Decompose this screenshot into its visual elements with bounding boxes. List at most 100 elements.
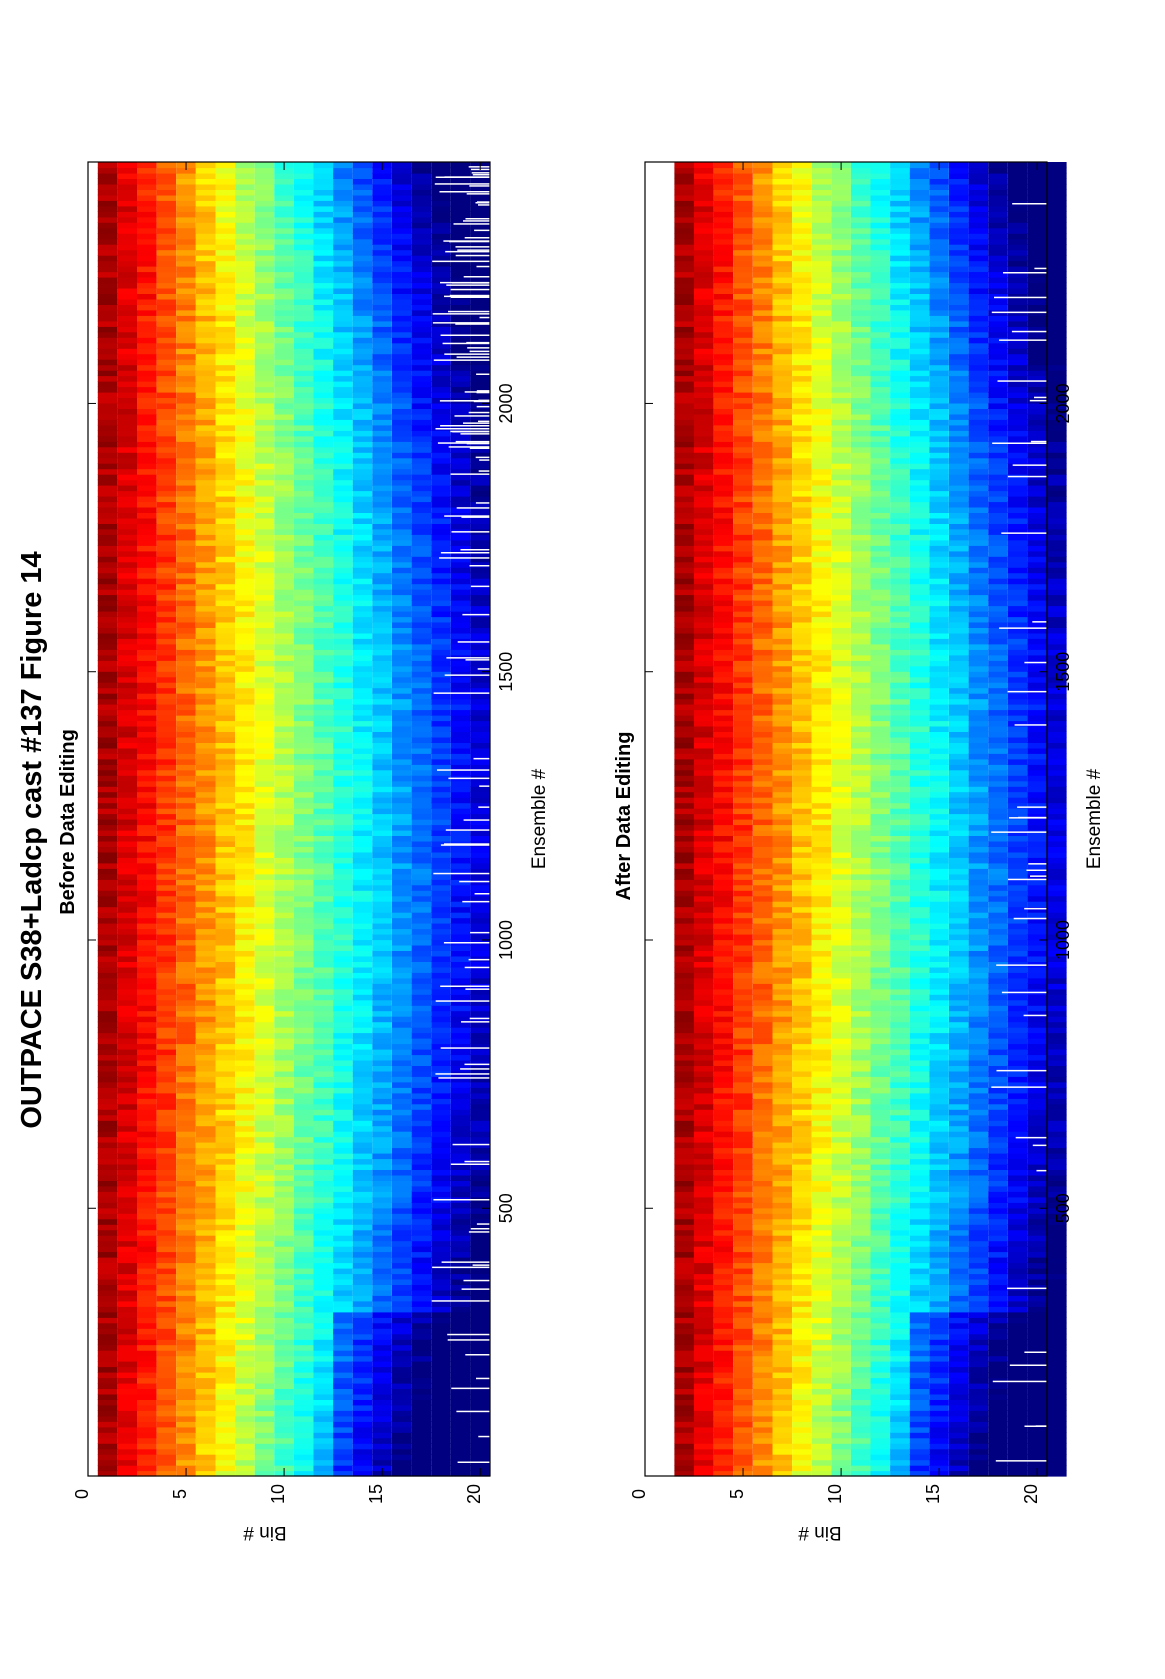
heatmap-cell — [293, 1005, 314, 1012]
heatmap-cell — [372, 687, 392, 694]
heatmap-cell — [431, 1415, 451, 1422]
heatmap-cell — [470, 277, 490, 284]
heatmap-cell — [372, 501, 392, 508]
heatmap-cell — [431, 1426, 451, 1433]
heatmap-cell — [450, 611, 471, 618]
heatmap-cell — [293, 424, 314, 431]
heatmap-cell — [470, 1240, 490, 1247]
heatmap-cell — [97, 189, 118, 196]
heatmap-cell — [333, 1377, 353, 1384]
heatmap-cell — [117, 506, 137, 513]
heatmap-cell — [392, 1333, 412, 1340]
heatmap-cell — [215, 277, 236, 284]
heatmap-cell — [235, 1470, 255, 1477]
heatmap-cell — [176, 780, 196, 787]
heatmap-cell — [137, 326, 157, 333]
heatmap-cell — [392, 1169, 412, 1176]
heatmap-cell — [97, 797, 118, 804]
heatmap-cell — [411, 638, 432, 645]
heatmap-cell — [313, 1333, 334, 1340]
heatmap-cell — [392, 238, 412, 245]
heatmap-cell — [372, 1459, 392, 1466]
heatmap-cell — [195, 1426, 216, 1433]
heatmap-cell — [431, 808, 451, 815]
heatmap-cell — [156, 167, 177, 174]
heatmap-cell — [293, 835, 314, 842]
heatmap-cell — [372, 1027, 392, 1034]
heatmap-cell — [470, 1437, 490, 1444]
heatmap-cell — [411, 944, 432, 951]
heatmap-cell — [372, 1070, 392, 1077]
heatmap-cell — [352, 988, 373, 995]
heatmap-cell — [470, 271, 490, 278]
heatmap-cell — [313, 561, 334, 568]
heatmap-cell — [293, 961, 314, 968]
heatmap-cell — [411, 736, 432, 743]
heatmap-cell — [450, 337, 471, 344]
heatmap-cell — [117, 512, 137, 519]
heatmap-cell — [274, 693, 294, 700]
heatmap-cell — [431, 194, 451, 201]
heatmap-cell — [352, 890, 373, 897]
heatmap-cell — [470, 1174, 490, 1181]
heatmap-cell — [215, 271, 236, 278]
heatmap-cell — [470, 704, 490, 711]
heatmap-cell — [411, 1153, 432, 1160]
heatmap-cell — [97, 205, 118, 212]
heatmap-cell — [215, 402, 236, 409]
data-gap — [461, 1288, 490, 1290]
heatmap-cell — [235, 304, 255, 311]
heatmap-cell — [195, 413, 216, 420]
heatmap-cell — [431, 1174, 451, 1181]
heatmap-cell — [215, 1366, 236, 1373]
heatmap-cell — [235, 966, 255, 973]
heatmap-cell — [235, 802, 255, 809]
heatmap-cell — [333, 616, 353, 623]
heatmap-cell — [313, 1382, 334, 1389]
heatmap-cell — [215, 479, 236, 486]
heatmap-cell — [470, 249, 490, 256]
heatmap-cell — [254, 271, 275, 278]
heatmap-cell — [215, 687, 236, 694]
heatmap-cell — [411, 463, 432, 470]
heatmap-cell — [195, 890, 216, 897]
heatmap-cell — [870, 1470, 891, 1477]
heatmap-cell — [235, 758, 255, 765]
heatmap-cell — [333, 1393, 353, 1400]
heatmap-cell — [333, 1131, 353, 1138]
y-tick-label: 10 — [268, 1484, 288, 1504]
heatmap-cell — [431, 1021, 451, 1028]
heatmap-cell — [313, 862, 334, 869]
heatmap-cell — [195, 1278, 216, 1285]
heatmap-cell — [372, 977, 392, 984]
heatmap-cell — [195, 1355, 216, 1362]
heatmap-cell — [117, 205, 137, 212]
heatmap-cell — [215, 972, 236, 979]
heatmap-cell — [254, 1300, 275, 1307]
heatmap-cell — [195, 1109, 216, 1116]
heatmap-cell — [195, 698, 216, 705]
heatmap-cell — [117, 1092, 137, 1099]
heatmap-cell — [97, 1185, 118, 1192]
heatmap-cell — [254, 1174, 275, 1181]
heatmap-cell — [431, 1147, 451, 1154]
heatmap-cell — [195, 797, 216, 804]
heatmap-cell — [117, 934, 137, 941]
heatmap-cell — [411, 1333, 432, 1340]
heatmap-cell — [431, 452, 451, 459]
heatmap-cell — [117, 950, 137, 957]
heatmap-cell — [333, 972, 353, 979]
heatmap-cell — [411, 298, 432, 305]
heatmap-cell — [235, 1103, 255, 1110]
heatmap-cell — [470, 1191, 490, 1198]
heatmap-cell — [254, 386, 275, 393]
heatmap-cell — [137, 720, 157, 727]
heatmap-cell — [254, 1317, 275, 1324]
heatmap-cell — [117, 901, 137, 908]
heatmap-cell — [372, 955, 392, 962]
heatmap-cell — [176, 550, 196, 557]
heatmap-cell — [254, 638, 275, 645]
heatmap-cell — [372, 441, 392, 448]
heatmap-cell — [352, 1339, 373, 1346]
heatmap-cell — [176, 906, 196, 913]
